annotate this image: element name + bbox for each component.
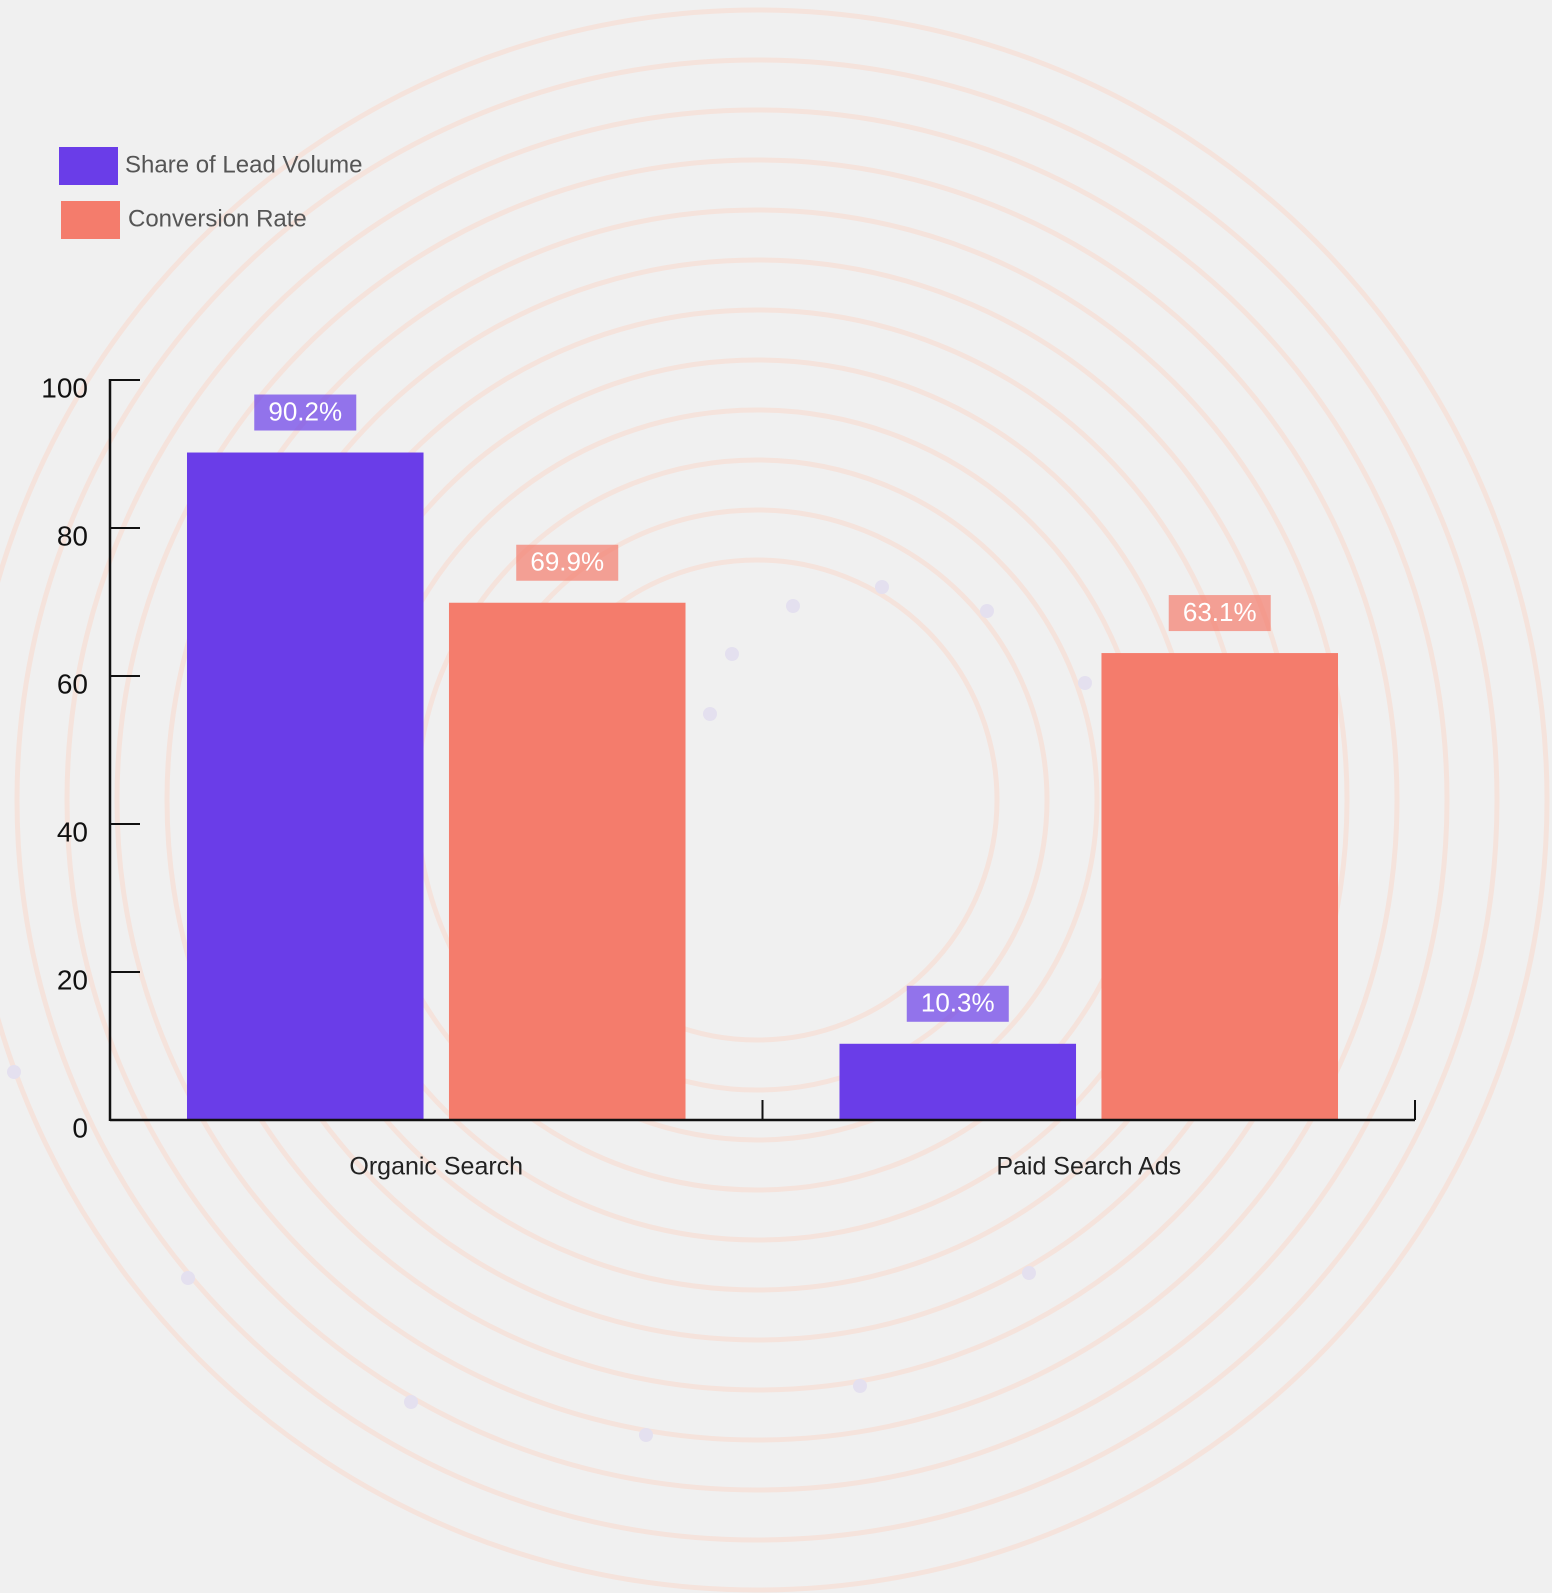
- value-label: 10.3%: [921, 988, 995, 1018]
- value-label-bg: [1168, 595, 1271, 632]
- x-tick-label: Paid Search Ads: [996, 1153, 1181, 1181]
- value-label: 69.9%: [530, 547, 604, 577]
- value-label: 90.2%: [268, 396, 342, 426]
- legend-swatch: [59, 147, 118, 185]
- y-tick-label: 60: [57, 668, 88, 699]
- value-label-bg: [906, 985, 1009, 1022]
- bar: [186, 452, 424, 1120]
- y-tick-label: 0: [72, 1112, 88, 1143]
- background-arcs: [0, 7, 1550, 1593]
- bar: [839, 1043, 1077, 1120]
- x-tick-label: Organic Search: [349, 1153, 523, 1181]
- value-label-bg: [254, 394, 357, 431]
- y-tick-label: 40: [57, 816, 88, 847]
- y-tick-label: 20: [57, 964, 88, 995]
- bar: [448, 602, 686, 1120]
- legend-label: Conversion Rate: [128, 205, 307, 232]
- legend-swatch: [61, 201, 120, 239]
- y-tick-label: 80: [57, 520, 88, 551]
- value-label: 63.1%: [1183, 597, 1257, 627]
- legend-label: Share of Lead Volume: [125, 151, 363, 178]
- plot: Share of Lead Volume Conversion Rate 0 20 40…: [41, 147, 1416, 1181]
- y-tick-label: 100: [41, 372, 88, 403]
- value-label-bg: [516, 544, 619, 581]
- bar: [1101, 653, 1339, 1120]
- background-dots: [7, 580, 1092, 1442]
